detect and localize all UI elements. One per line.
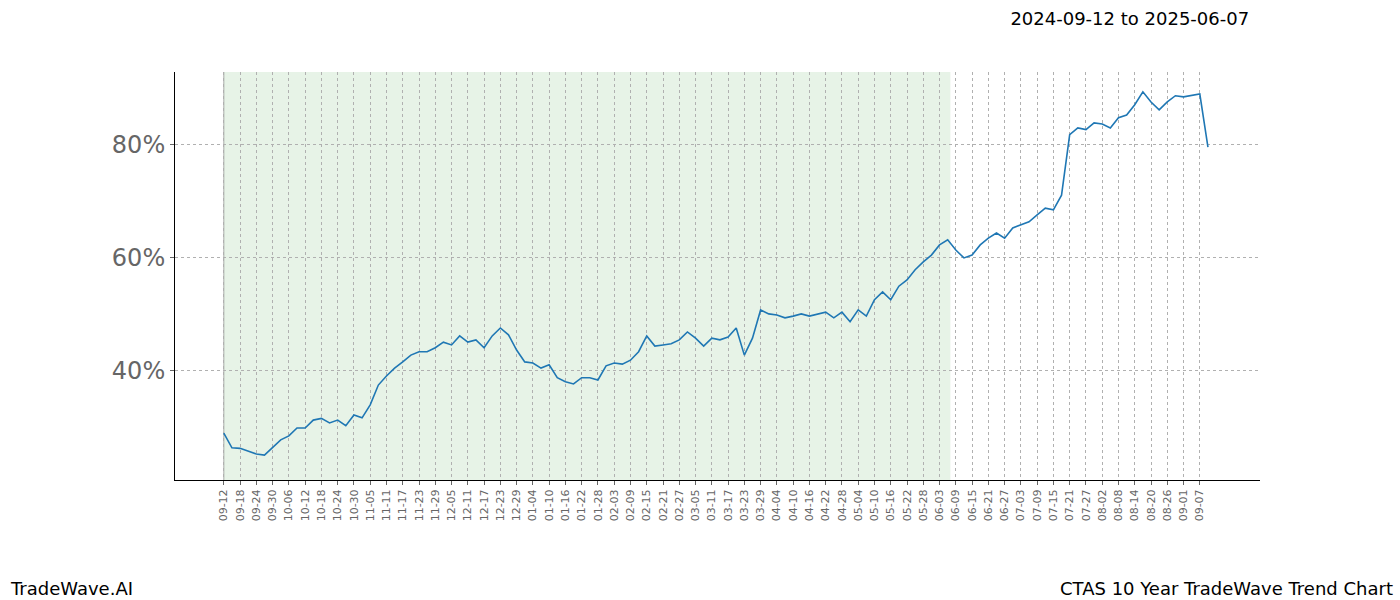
svg-text:08-26: 08-26 — [1161, 489, 1174, 521]
svg-text:07-27: 07-27 — [1080, 489, 1093, 521]
svg-text:01-04: 01-04 — [526, 489, 539, 521]
svg-text:07-03: 07-03 — [1014, 489, 1027, 521]
svg-text:05-04: 05-04 — [852, 489, 865, 521]
svg-text:12-29: 12-29 — [510, 489, 523, 521]
svg-text:03-23: 03-23 — [738, 489, 751, 521]
svg-text:03-17: 03-17 — [722, 489, 735, 521]
svg-text:04-22: 04-22 — [819, 489, 832, 521]
svg-text:11-05: 11-05 — [364, 489, 377, 521]
svg-text:03-29: 03-29 — [754, 489, 767, 521]
svg-text:09-24: 09-24 — [250, 489, 263, 521]
svg-text:05-28: 05-28 — [917, 489, 930, 521]
svg-text:10-12: 10-12 — [299, 489, 312, 521]
svg-text:02-09: 02-09 — [624, 489, 637, 521]
svg-text:02-27: 02-27 — [673, 489, 686, 521]
svg-text:08-20: 08-20 — [1145, 489, 1158, 521]
svg-text:10-06: 10-06 — [282, 489, 295, 521]
svg-text:04-28: 04-28 — [836, 489, 849, 521]
svg-text:12-23: 12-23 — [494, 489, 507, 521]
svg-text:07-21: 07-21 — [1063, 489, 1076, 521]
svg-text:02-15: 02-15 — [640, 489, 653, 521]
svg-text:11-29: 11-29 — [429, 489, 442, 521]
svg-text:08-14: 08-14 — [1128, 489, 1141, 521]
svg-text:40%: 40% — [112, 357, 165, 385]
svg-text:11-17: 11-17 — [396, 489, 409, 521]
svg-text:10-24: 10-24 — [331, 489, 344, 521]
svg-text:09-07: 09-07 — [1193, 489, 1206, 521]
svg-text:02-21: 02-21 — [657, 489, 670, 521]
svg-text:12-05: 12-05 — [445, 489, 458, 521]
svg-text:03-05: 03-05 — [689, 489, 702, 521]
svg-text:08-08: 08-08 — [1112, 489, 1125, 521]
svg-text:12-17: 12-17 — [478, 489, 491, 521]
svg-text:09-12: 09-12 — [217, 489, 230, 521]
svg-text:09-30: 09-30 — [266, 489, 279, 521]
svg-text:07-15: 07-15 — [1047, 489, 1060, 521]
svg-text:09-01: 09-01 — [1177, 489, 1190, 521]
svg-text:80%: 80% — [112, 131, 165, 159]
svg-text:06-27: 06-27 — [998, 489, 1011, 521]
svg-text:12-11: 12-11 — [461, 489, 474, 521]
svg-text:05-22: 05-22 — [901, 489, 914, 521]
svg-text:01-16: 01-16 — [559, 489, 572, 521]
svg-text:01-22: 01-22 — [575, 489, 588, 521]
svg-text:07-09: 07-09 — [1031, 489, 1044, 521]
svg-text:10-30: 10-30 — [348, 489, 361, 521]
svg-text:04-04: 04-04 — [770, 489, 783, 521]
svg-text:04-16: 04-16 — [803, 489, 816, 521]
svg-text:06-03: 06-03 — [933, 489, 946, 521]
svg-text:05-16: 05-16 — [884, 489, 897, 521]
svg-text:CTAS 10 Year TradeWave Trend C: CTAS 10 Year TradeWave Trend Chart — [1060, 578, 1393, 599]
svg-text:08-02: 08-02 — [1096, 489, 1109, 521]
svg-text:04-10: 04-10 — [787, 489, 800, 521]
svg-text:60%: 60% — [112, 244, 165, 272]
svg-text:01-10: 01-10 — [543, 489, 556, 521]
svg-text:TradeWave.AI: TradeWave.AI — [10, 578, 133, 599]
svg-text:06-15: 06-15 — [966, 489, 979, 521]
svg-text:11-11: 11-11 — [380, 489, 393, 521]
svg-text:01-28: 01-28 — [592, 489, 605, 521]
svg-text:09-18: 09-18 — [234, 489, 247, 521]
svg-text:11-23: 11-23 — [413, 489, 426, 521]
svg-text:02-03: 02-03 — [608, 489, 621, 521]
svg-text:2024-09-12 to 2025-06-07: 2024-09-12 to 2025-06-07 — [1010, 8, 1249, 29]
svg-text:10-18: 10-18 — [315, 489, 328, 521]
svg-text:06-09: 06-09 — [949, 489, 962, 521]
svg-text:05-10: 05-10 — [868, 489, 881, 521]
svg-text:06-21: 06-21 — [982, 489, 995, 521]
svg-text:03-11: 03-11 — [705, 489, 718, 521]
